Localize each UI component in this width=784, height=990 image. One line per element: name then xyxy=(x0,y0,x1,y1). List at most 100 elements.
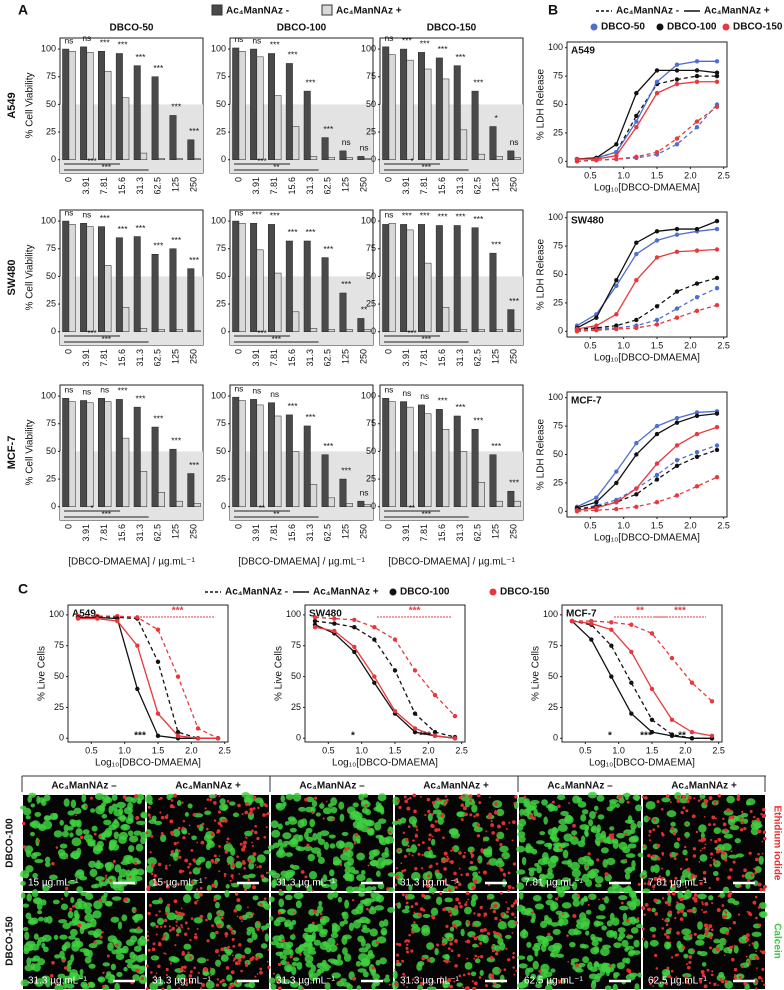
cell xyxy=(310,925,318,932)
cell xyxy=(404,795,407,798)
cell xyxy=(153,942,156,945)
cell xyxy=(226,947,229,950)
cell xyxy=(718,895,720,897)
bar xyxy=(80,223,86,331)
data-point xyxy=(156,627,160,631)
y-tick-label: 50 xyxy=(216,271,226,281)
cell xyxy=(452,848,454,850)
bar xyxy=(328,498,334,507)
cell xyxy=(288,922,293,929)
data-point xyxy=(629,681,633,685)
data-point xyxy=(332,616,336,620)
x-tick-label: 15.6 xyxy=(287,524,297,542)
cell xyxy=(261,943,268,949)
cell xyxy=(411,905,414,908)
bar xyxy=(472,429,478,506)
cell xyxy=(180,924,182,926)
x-tick-label: 7.81 xyxy=(269,177,279,195)
cell xyxy=(432,892,434,894)
cell xyxy=(437,828,440,831)
bracket-label: *** xyxy=(422,510,431,519)
y-tick-label: 25 xyxy=(548,702,558,712)
panel-label: C xyxy=(18,581,28,597)
cell xyxy=(475,865,477,867)
cell xyxy=(424,814,426,816)
cell xyxy=(167,794,172,800)
cell xyxy=(421,867,423,869)
cell xyxy=(183,944,191,950)
cell xyxy=(701,909,703,911)
cell xyxy=(405,894,408,897)
bracket-label: ** xyxy=(259,504,265,513)
cell xyxy=(76,819,82,827)
cell xyxy=(324,935,326,937)
cell xyxy=(559,846,562,849)
cell xyxy=(286,870,295,875)
cell xyxy=(631,860,635,869)
micrograph: 31.3 µg.mL⁻¹ xyxy=(146,890,271,990)
cell xyxy=(670,853,672,855)
bar xyxy=(257,250,263,332)
cell xyxy=(184,932,187,935)
cell xyxy=(471,804,477,812)
x-tick-label: 0.5 xyxy=(579,745,592,755)
cell xyxy=(567,961,569,963)
cell xyxy=(107,955,110,958)
cell xyxy=(588,904,590,906)
x-axis-label: Log₁₀[DBCO-DMAEMA] xyxy=(332,758,438,769)
cell xyxy=(140,837,146,844)
cell xyxy=(453,872,457,876)
cell xyxy=(603,859,608,868)
cell xyxy=(93,910,102,918)
cell xyxy=(150,851,152,853)
cell xyxy=(318,901,322,906)
cell xyxy=(238,873,240,875)
y-tick-label: 75 xyxy=(216,243,226,253)
x-tick-label: 1.5 xyxy=(389,745,402,755)
cell xyxy=(676,853,679,856)
cell xyxy=(577,894,580,897)
cell xyxy=(480,929,484,933)
x-axis-label: [DBCO-DMAEMA] / µg.mL⁻¹ xyxy=(388,557,515,568)
x-axis-label: Log₁₀[DBCO-DMAEMA] xyxy=(594,183,700,194)
significance: *** xyxy=(323,244,334,254)
data-point xyxy=(634,326,638,330)
bracket-label: *** xyxy=(102,163,111,172)
cell xyxy=(512,956,515,959)
y-axis-label: % Live Cells xyxy=(531,646,542,701)
bar xyxy=(268,403,274,507)
cell xyxy=(709,864,712,867)
cell xyxy=(253,807,256,810)
cell xyxy=(683,932,685,934)
cell xyxy=(571,830,577,835)
cell xyxy=(217,978,219,980)
cell xyxy=(588,819,593,826)
significance: *** xyxy=(153,241,164,251)
y-tick-label: 0 xyxy=(558,326,563,336)
data-point xyxy=(634,486,638,490)
significance: ns xyxy=(234,207,243,217)
cell xyxy=(596,858,599,861)
cell xyxy=(347,873,353,881)
cell xyxy=(446,799,449,802)
cell xyxy=(230,847,235,855)
cell xyxy=(45,857,50,863)
y-tick-label: 0 xyxy=(371,326,376,336)
cell xyxy=(30,832,35,836)
significance: ns xyxy=(64,385,73,395)
cell xyxy=(38,797,45,803)
data-point xyxy=(655,322,659,326)
significance: *** xyxy=(420,39,431,49)
x-tick-label: 0.5 xyxy=(584,340,597,350)
x-tick-label: 62.5 xyxy=(473,177,483,195)
cell xyxy=(276,952,283,956)
cell xyxy=(396,943,399,946)
cell xyxy=(734,968,737,971)
cell xyxy=(359,947,369,952)
cell xyxy=(205,877,207,879)
cell xyxy=(181,801,183,803)
x-tick-label: 3.91 xyxy=(81,349,91,367)
cell xyxy=(116,802,126,809)
cell xyxy=(420,796,422,798)
data-point xyxy=(352,625,356,629)
